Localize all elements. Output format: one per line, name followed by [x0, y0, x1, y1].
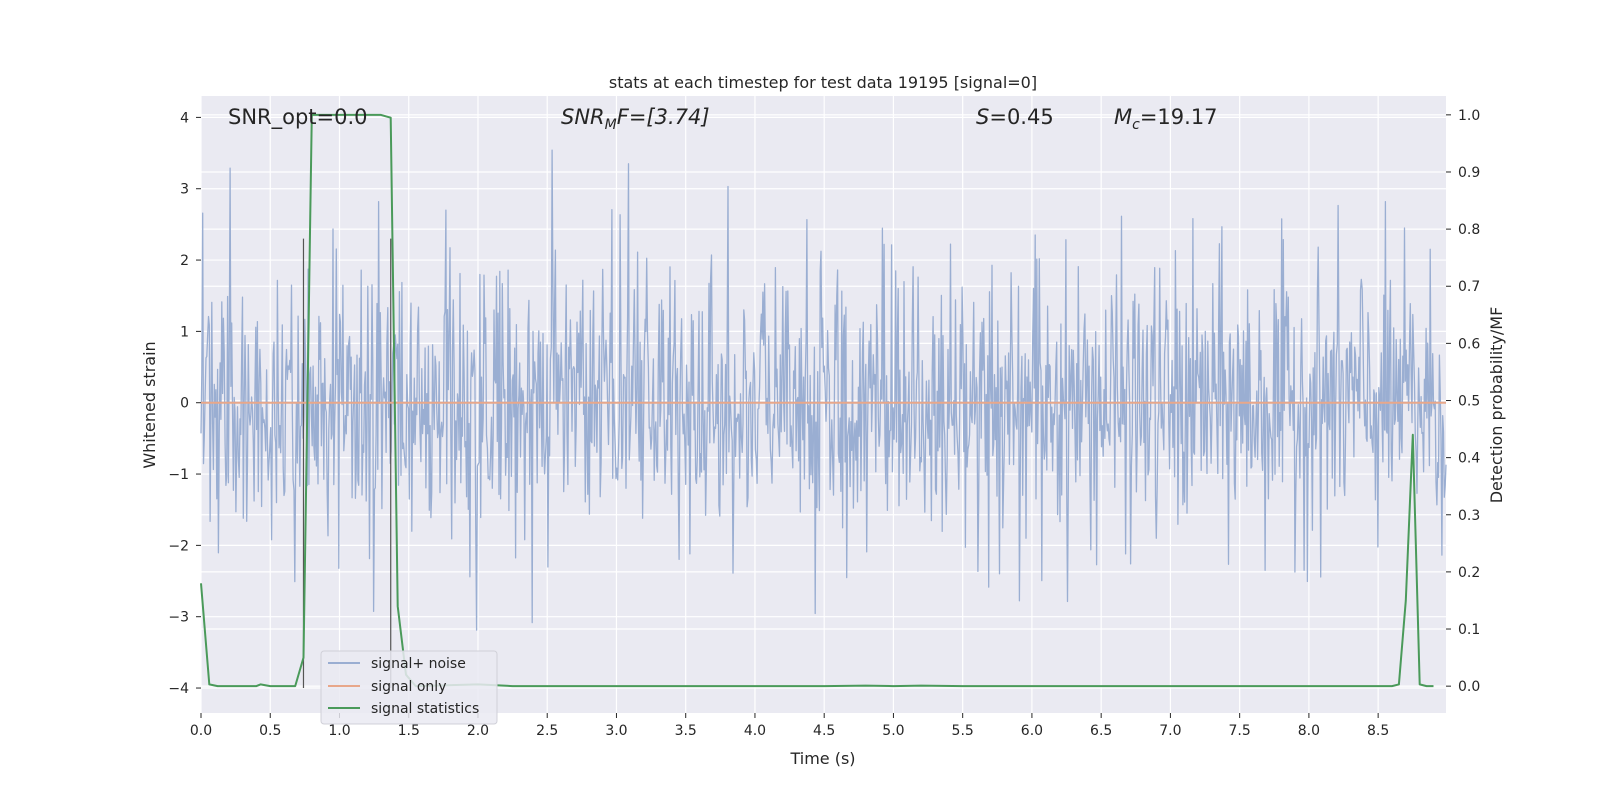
y-right-tick-label: 0.0 — [1458, 679, 1480, 695]
annotation-mc: Mc=19.17 — [1114, 105, 1218, 133]
x-tick-label: 1.5 — [398, 723, 420, 739]
annotation-snr-mf-rest: F=[3.74] — [617, 105, 710, 129]
y-axis-left-label: Whitened strain — [140, 341, 159, 468]
x-tick-label: 5.0 — [882, 723, 904, 739]
annotation-snr-mf-main: SNR — [561, 105, 605, 129]
y-left-tick-label: 4 — [180, 110, 189, 126]
x-tick-label: 6.5 — [1090, 723, 1112, 739]
legend-label-statistics: signal statistics — [371, 701, 479, 717]
x-tick-label: 2.5 — [536, 723, 558, 739]
x-tick-label: 8.5 — [1367, 723, 1389, 739]
x-tick-label: 6.0 — [1021, 723, 1043, 739]
x-tick-label: 3.0 — [605, 723, 627, 739]
x-tick-label: 7.5 — [1229, 723, 1251, 739]
x-axis-label: Time (s) — [789, 749, 855, 768]
annotation-mc-sub: c — [1132, 117, 1140, 133]
x-tick-label: 1.0 — [328, 723, 350, 739]
annotation-snr-mf-sub: M — [605, 117, 617, 133]
x-tick-label: 0.5 — [259, 723, 281, 739]
legend-label-signal: signal only — [371, 679, 446, 695]
y-right-tick-label: 0.4 — [1458, 451, 1480, 467]
annotation-s-rest: =0.45 — [989, 105, 1053, 129]
y-right-tick-label: 1.0 — [1458, 108, 1480, 124]
annotation-s: S=0.45 — [976, 105, 1054, 129]
x-tick-label: 5.5 — [952, 723, 974, 739]
y-left-tick-label: 2 — [180, 253, 189, 269]
y-left-tick-label: −2 — [168, 538, 189, 554]
annotation-mc-rest: =19.17 — [1140, 105, 1218, 129]
y-left-tick-label: −4 — [168, 681, 189, 697]
line-series — [200, 113, 1446, 688]
x-axis-ticks: 0.0 0.5 1.0 1.5 2.0 2.5 3.0 3.5 4.0 4.5 5.0 5.5 6.0 6… — [190, 713, 1389, 739]
annotation-snr-opt: SNR_opt=0.0 — [228, 105, 368, 130]
y-right-tick-label: 0.1 — [1458, 622, 1480, 638]
y-right-tick-label: 0.2 — [1458, 565, 1480, 581]
y-left-tick-label: 3 — [180, 182, 189, 198]
x-tick-label: 0.0 — [190, 723, 212, 739]
annotation-snr-mf: SNRMF=[3.74] — [561, 105, 710, 133]
series-signal-noise — [200, 149, 1447, 631]
y-right-tick-label: 0.9 — [1458, 165, 1480, 181]
x-tick-label: 3.5 — [675, 723, 697, 739]
y-axis-right-label: Detection probability/MF — [1487, 307, 1506, 504]
x-tick-label: 4.0 — [744, 723, 766, 739]
x-tick-label: 4.5 — [813, 723, 835, 739]
x-tick-label: 7.0 — [1159, 723, 1181, 739]
y-right-tick-label: 0.8 — [1458, 222, 1480, 238]
annotation-s-main: S — [976, 105, 989, 129]
y-right-tick-label: 0.7 — [1458, 279, 1480, 295]
y-left-tick-label: −3 — [168, 610, 189, 626]
y-left-tick-label: 0 — [180, 396, 189, 412]
y-right-tick-label: 0.6 — [1458, 336, 1480, 352]
y-right-tick-label: 0.3 — [1458, 508, 1480, 524]
annotation-mc-main: M — [1114, 105, 1132, 129]
y-axis-right-ticks: 1.0 0.9 0.8 0.7 0.6 0.5 0.4 0.3 0.2 0.1 0.0 — [1446, 108, 1480, 695]
noise-series — [200, 149, 1447, 631]
legend-box — [320, 650, 498, 725]
legend-label-noise: signal+ noise — [371, 656, 466, 672]
x-tick-label: 2.0 — [467, 723, 489, 739]
chart-title: stats at each timestep for test data 191… — [609, 73, 1037, 92]
series-signal-statistics — [200, 113, 1434, 688]
y-left-tick-label: −1 — [168, 467, 189, 483]
y-left-tick-label: 1 — [180, 324, 189, 340]
legend: signal+ noise signal only signal statist… — [320, 650, 498, 725]
x-tick-label: 8.0 — [1298, 723, 1320, 739]
y-right-tick-label: 0.5 — [1458, 394, 1480, 410]
y-axis-left-ticks: 4 3 2 1 0 −1 −2 −3 −4 — [168, 110, 201, 697]
